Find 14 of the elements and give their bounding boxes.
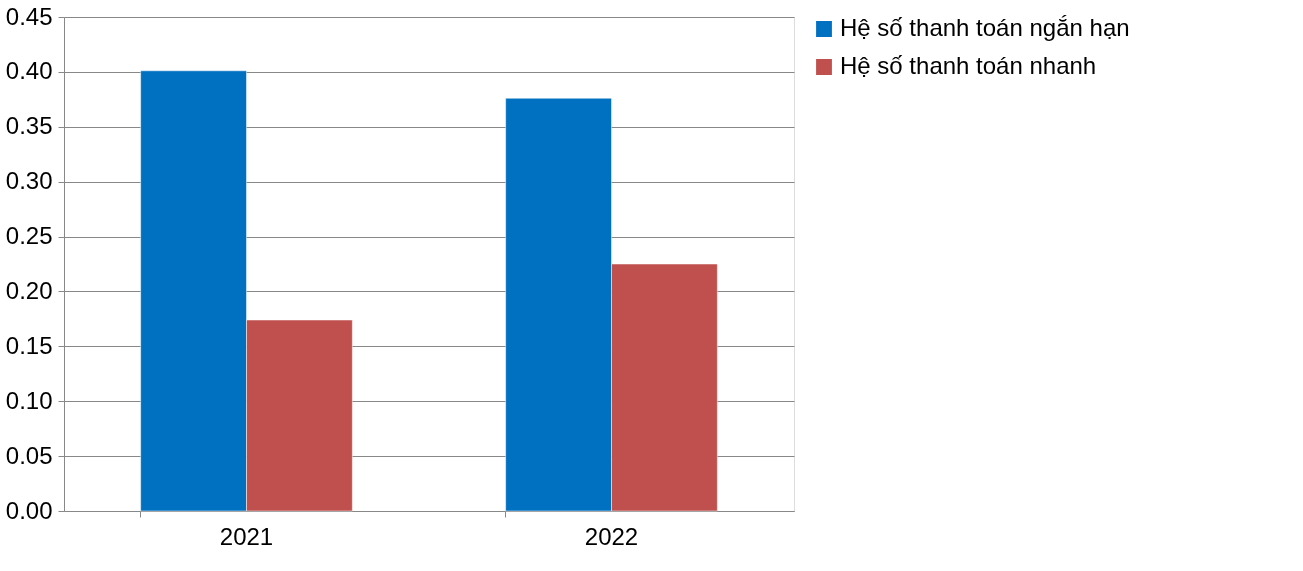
x-tick-label: 2022 bbox=[584, 522, 639, 550]
y-tick-label: 0.35 bbox=[5, 112, 53, 140]
legend-label: Hệ số thanh toán nhanh bbox=[840, 52, 1097, 79]
y-tick-label: 0.10 bbox=[5, 386, 53, 414]
y-tick-label: 0.05 bbox=[5, 441, 53, 469]
legend-label: Hệ số thanh toán ngắn hạn bbox=[840, 14, 1130, 41]
y-tick-label: 0.20 bbox=[5, 276, 53, 304]
y-tick-label: 0.40 bbox=[5, 57, 53, 85]
y-tick-label: 0.30 bbox=[5, 167, 53, 195]
y-tick-label: 0.25 bbox=[5, 222, 53, 250]
y-tick-label: 0.00 bbox=[5, 496, 53, 524]
y-tick-label: 0.15 bbox=[5, 331, 53, 359]
y-tick-label: 0.45 bbox=[5, 2, 53, 30]
x-tick-label: 2021 bbox=[219, 522, 274, 550]
